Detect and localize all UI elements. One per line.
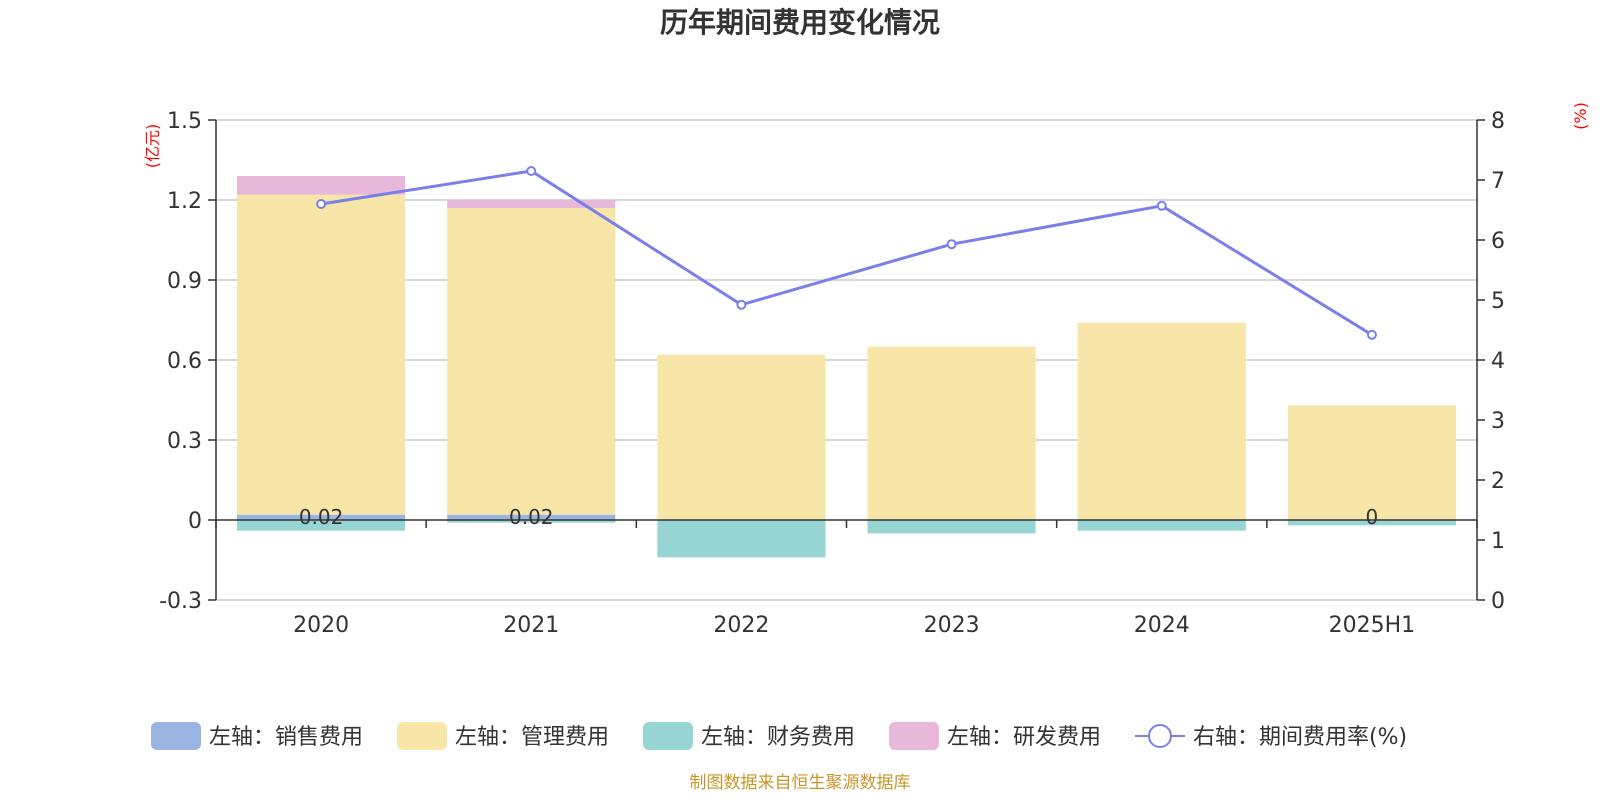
legend-label: 左轴：研发费用 <box>947 725 1101 750</box>
right-tick-label: 3 <box>1491 409 1505 434</box>
rate-point <box>946 239 957 250</box>
legend-swatch-marker <box>1148 724 1172 748</box>
legend-label: 左轴：销售费用 <box>209 725 363 750</box>
left-tick-label: -0.3 <box>159 589 202 614</box>
bar-segment <box>867 520 1036 534</box>
bar-segment <box>447 208 616 515</box>
bar-segment <box>237 520 406 531</box>
data-label: 0.02 <box>299 505 344 529</box>
bar-segment <box>237 194 406 515</box>
bar-segment <box>1287 520 1456 526</box>
left-tick-label: 0.9 <box>167 269 202 294</box>
rate-line-path <box>320 169 1373 337</box>
rate-line <box>316 166 1377 340</box>
legend-swatch <box>151 722 201 750</box>
x-tick-label: 2025H1 <box>1329 613 1416 638</box>
bar-segment <box>1077 520 1246 531</box>
legend-label: 左轴：管理费用 <box>455 725 609 750</box>
x-tick-label: 2023 <box>924 613 980 638</box>
legend-swatch <box>643 722 693 750</box>
right-tick-label: 0 <box>1491 589 1505 614</box>
bar-segment <box>447 514 616 520</box>
left-tick-label: 0.3 <box>167 429 202 454</box>
right-tick-label: 8 <box>1491 109 1505 134</box>
legend-swatch <box>889 722 939 750</box>
left-axis-unit: (亿元) <box>143 124 162 169</box>
chart-title: 历年期间费用变化情况 <box>660 6 940 39</box>
rate-point <box>526 166 537 176</box>
bar-segment <box>237 514 406 520</box>
legend-swatch <box>397 722 447 750</box>
bar-segment <box>447 200 616 208</box>
legend-label: 左轴：财务费用 <box>701 725 855 750</box>
data-label: 0.02 <box>509 505 554 529</box>
legend[interactable]: 左轴：销售费用 左轴：管理费用 左轴：财务费用 左轴：研发费用 右轴：期间费用率(%) <box>151 722 1407 750</box>
right-tick-label: 2 <box>1491 469 1505 494</box>
rate-point <box>1366 329 1377 340</box>
rate-point <box>736 299 747 310</box>
rate-point <box>1156 200 1167 211</box>
axes: 1.5 1.2 0.9 0.6 0.3 0 -0.3 8 7 6 5 4 3 2 1 0 2020 2021 202… <box>159 109 1505 638</box>
data-label: 0 <box>1366 505 1379 529</box>
gridlines <box>216 119 1477 601</box>
legend-item[interactable]: 左轴：研发费用 <box>889 722 1101 750</box>
legend-item[interactable]: 右轴：期间费用率(%) <box>1135 724 1407 750</box>
bars <box>237 176 1456 558</box>
legend-label: 右轴：期间费用率(%) <box>1193 725 1407 750</box>
left-tick-label: 0 <box>188 509 202 534</box>
bar-segment <box>1077 322 1246 520</box>
bar-segment <box>1287 405 1456 520</box>
legend-item[interactable]: 左轴：财务费用 <box>643 722 855 750</box>
bar-segment <box>657 520 826 558</box>
bar-segment <box>657 354 826 520</box>
left-tick-label: 1.5 <box>167 109 202 134</box>
x-tick-label: 2024 <box>1134 613 1190 638</box>
right-tick-label: 7 <box>1491 169 1505 194</box>
bar-segment <box>447 520 616 523</box>
data-source: 制图数据来自恒生聚源数据库 <box>690 773 911 793</box>
x-tick-label: 2022 <box>713 613 769 638</box>
legend-item[interactable]: 左轴：管理费用 <box>397 722 609 750</box>
x-tick-label: 2021 <box>503 613 559 638</box>
legend-item[interactable]: 左轴：销售费用 <box>151 722 363 750</box>
right-tick-label: 4 <box>1491 349 1505 374</box>
bar-segment <box>237 176 406 195</box>
bar-segment <box>867 346 1036 520</box>
right-tick-label: 5 <box>1491 289 1505 314</box>
right-axis-unit: (%) <box>1571 102 1590 130</box>
right-tick-label: 6 <box>1491 229 1505 254</box>
rate-point <box>316 199 327 209</box>
data-labels: 0.02 0.02 0 <box>299 505 1378 529</box>
x-tick-label: 2020 <box>293 613 349 638</box>
left-tick-label: 1.2 <box>167 189 202 214</box>
right-tick-label: 1 <box>1491 529 1505 554</box>
left-tick-label: 0.6 <box>167 349 202 374</box>
